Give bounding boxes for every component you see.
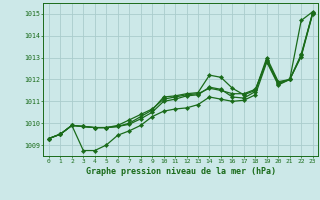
X-axis label: Graphe pression niveau de la mer (hPa): Graphe pression niveau de la mer (hPa): [86, 167, 276, 176]
